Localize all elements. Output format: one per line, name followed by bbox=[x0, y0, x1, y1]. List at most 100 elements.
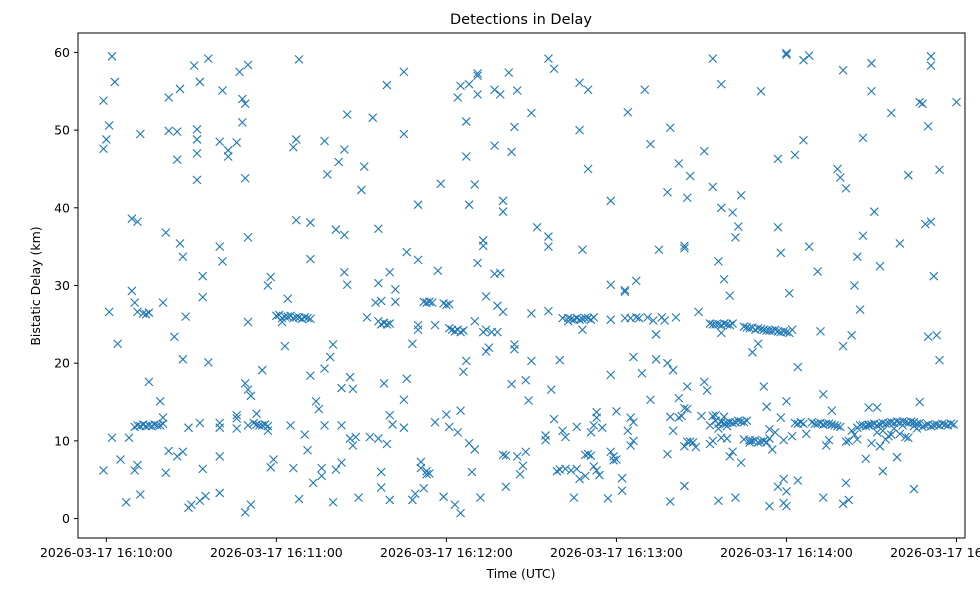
data-point bbox=[580, 471, 590, 481]
data-point bbox=[181, 312, 191, 321]
data-point bbox=[501, 451, 511, 461]
data-point bbox=[858, 133, 868, 143]
data-point bbox=[952, 97, 961, 107]
data-point bbox=[317, 471, 327, 481]
data-point bbox=[668, 365, 678, 375]
data-point bbox=[376, 467, 386, 477]
data-point bbox=[753, 438, 763, 447]
data-point bbox=[450, 500, 460, 509]
data-point bbox=[733, 222, 743, 231]
data-point bbox=[617, 486, 627, 495]
data-point bbox=[408, 339, 417, 349]
data-point bbox=[317, 463, 327, 473]
data-point bbox=[711, 416, 721, 426]
x-tick-label: 2026-03-17 16:14:00 bbox=[720, 545, 853, 560]
data-point bbox=[756, 324, 766, 334]
data-point bbox=[215, 452, 225, 461]
data-point bbox=[461, 152, 471, 161]
data-point bbox=[663, 187, 672, 197]
data-point bbox=[773, 154, 783, 164]
data-point bbox=[495, 89, 505, 99]
data-point bbox=[552, 466, 562, 476]
data-point bbox=[175, 239, 185, 248]
data-point bbox=[773, 222, 783, 232]
data-point bbox=[725, 291, 735, 300]
data-point bbox=[232, 138, 242, 147]
data-point bbox=[926, 421, 936, 431]
data-point bbox=[314, 404, 324, 414]
data-point bbox=[861, 421, 871, 431]
data-point bbox=[116, 455, 125, 464]
data-point bbox=[784, 288, 794, 298]
data-point bbox=[830, 420, 840, 430]
data-point bbox=[722, 421, 732, 431]
data-point bbox=[305, 218, 315, 227]
data-point bbox=[782, 501, 791, 511]
data-point bbox=[643, 312, 652, 322]
data-point bbox=[629, 436, 638, 446]
data-point bbox=[694, 307, 704, 317]
data-point bbox=[198, 271, 208, 281]
data-point bbox=[257, 365, 267, 375]
data-point bbox=[402, 374, 412, 384]
data-point bbox=[110, 77, 120, 87]
data-point bbox=[342, 110, 352, 119]
data-point bbox=[685, 171, 695, 181]
data-point bbox=[510, 122, 519, 132]
data-point bbox=[915, 397, 925, 407]
data-point bbox=[133, 460, 142, 470]
data-point bbox=[898, 420, 908, 430]
data-point bbox=[374, 224, 383, 234]
data-point bbox=[835, 173, 845, 182]
data-point bbox=[688, 438, 698, 447]
data-point bbox=[799, 55, 808, 65]
data-point bbox=[133, 217, 142, 227]
data-point bbox=[765, 424, 774, 434]
chart-title: Detections in Delay bbox=[450, 12, 592, 28]
data-point bbox=[932, 330, 942, 340]
data-point bbox=[382, 439, 392, 449]
data-point bbox=[144, 308, 154, 318]
data-point bbox=[524, 396, 533, 405]
data-point bbox=[597, 423, 607, 433]
data-point bbox=[527, 309, 536, 318]
data-point bbox=[762, 402, 772, 412]
data-point bbox=[178, 252, 188, 262]
data-point bbox=[481, 347, 491, 356]
data-point bbox=[345, 434, 355, 443]
data-point bbox=[456, 406, 465, 415]
data-point bbox=[532, 222, 542, 232]
data-point bbox=[736, 190, 746, 200]
data-point bbox=[631, 276, 641, 286]
data-point bbox=[490, 141, 499, 151]
data-point bbox=[731, 493, 740, 502]
data-point bbox=[461, 117, 471, 126]
data-point bbox=[345, 372, 355, 382]
data-point bbox=[782, 486, 791, 496]
data-point bbox=[935, 355, 944, 365]
data-point bbox=[277, 317, 287, 327]
data-point bbox=[578, 325, 587, 335]
data-point bbox=[169, 332, 179, 342]
data-point bbox=[300, 312, 310, 322]
data-point bbox=[762, 438, 772, 447]
data-point bbox=[413, 200, 423, 210]
data-point bbox=[348, 441, 358, 450]
data-point bbox=[699, 146, 709, 156]
data-point bbox=[544, 232, 553, 241]
data-point bbox=[453, 93, 463, 102]
data-point bbox=[841, 478, 851, 488]
data-point bbox=[617, 473, 627, 483]
data-point bbox=[113, 339, 123, 349]
data-point bbox=[847, 426, 857, 436]
data-point bbox=[198, 292, 208, 302]
data-point bbox=[816, 326, 825, 336]
data-point bbox=[263, 281, 273, 290]
x-tick-label: 2026-03-17 16:10:00 bbox=[40, 545, 173, 560]
data-point bbox=[725, 320, 735, 330]
data-point bbox=[294, 55, 304, 64]
data-point bbox=[291, 215, 301, 225]
data-point bbox=[320, 364, 329, 374]
data-point bbox=[382, 80, 392, 90]
